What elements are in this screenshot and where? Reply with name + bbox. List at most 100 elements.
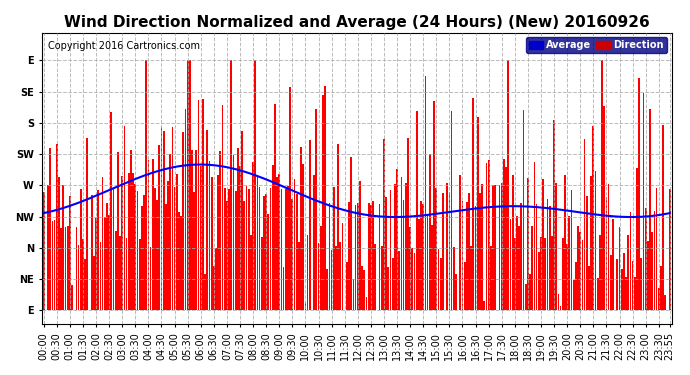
Bar bbox=[257, 176, 258, 310]
Bar bbox=[152, 159, 154, 310]
Bar bbox=[84, 259, 86, 310]
Bar bbox=[346, 262, 348, 310]
Bar bbox=[112, 189, 115, 310]
Bar bbox=[224, 188, 226, 310]
Bar bbox=[265, 194, 267, 310]
Bar bbox=[488, 160, 489, 310]
Bar bbox=[475, 206, 476, 310]
Bar bbox=[237, 148, 239, 310]
Bar bbox=[590, 176, 592, 310]
Bar bbox=[230, 60, 232, 310]
Bar bbox=[582, 240, 583, 310]
Bar bbox=[156, 200, 158, 310]
Bar bbox=[195, 150, 197, 310]
Bar bbox=[606, 197, 607, 310]
Bar bbox=[263, 196, 265, 310]
Bar bbox=[322, 95, 324, 310]
Bar bbox=[411, 248, 413, 310]
Bar bbox=[213, 266, 215, 310]
Bar bbox=[80, 189, 81, 310]
Bar bbox=[505, 166, 507, 310]
Bar bbox=[219, 151, 221, 310]
Bar bbox=[388, 267, 389, 310]
Bar bbox=[313, 175, 315, 310]
Bar bbox=[619, 227, 620, 310]
Bar bbox=[538, 252, 540, 310]
Bar bbox=[326, 269, 328, 310]
Bar bbox=[272, 165, 273, 310]
Bar bbox=[130, 150, 132, 310]
Bar bbox=[503, 159, 505, 310]
Bar bbox=[510, 219, 511, 310]
Bar bbox=[486, 164, 487, 310]
Bar bbox=[632, 261, 633, 310]
Bar bbox=[241, 130, 243, 310]
Bar bbox=[546, 199, 549, 310]
Bar bbox=[621, 269, 622, 310]
Bar bbox=[187, 60, 188, 310]
Bar bbox=[368, 203, 370, 310]
Bar bbox=[418, 219, 420, 310]
Bar bbox=[597, 278, 598, 310]
Text: Copyright 2016 Cartronics.com: Copyright 2016 Cartronics.com bbox=[48, 41, 200, 51]
Bar bbox=[215, 248, 217, 310]
Bar bbox=[259, 187, 261, 310]
Bar bbox=[636, 168, 638, 310]
Bar bbox=[359, 181, 361, 310]
Bar bbox=[522, 110, 524, 310]
Bar bbox=[86, 138, 88, 310]
Bar bbox=[586, 196, 588, 310]
Bar bbox=[372, 201, 374, 310]
Bar bbox=[339, 242, 341, 310]
Bar bbox=[573, 280, 575, 310]
Bar bbox=[281, 189, 282, 310]
Bar bbox=[110, 112, 112, 310]
Bar bbox=[69, 196, 71, 310]
Bar bbox=[268, 214, 269, 310]
Bar bbox=[233, 155, 235, 310]
Bar bbox=[564, 175, 566, 310]
Bar bbox=[527, 178, 529, 310]
Bar bbox=[210, 177, 213, 310]
Bar bbox=[623, 253, 624, 310]
Bar bbox=[492, 185, 494, 310]
Bar bbox=[172, 127, 173, 310]
Bar bbox=[455, 274, 457, 310]
Bar bbox=[355, 205, 357, 310]
Bar bbox=[446, 183, 448, 310]
Bar bbox=[616, 259, 618, 310]
Bar bbox=[649, 109, 651, 310]
Bar bbox=[448, 192, 451, 310]
Bar bbox=[625, 276, 627, 310]
Bar bbox=[274, 104, 276, 310]
Bar bbox=[95, 218, 97, 310]
Bar bbox=[255, 60, 256, 310]
Bar bbox=[518, 226, 520, 310]
Bar bbox=[146, 60, 147, 310]
Bar bbox=[366, 297, 367, 310]
Bar bbox=[82, 239, 83, 310]
Bar bbox=[261, 237, 263, 310]
Bar bbox=[331, 251, 333, 310]
Bar bbox=[176, 174, 177, 310]
Bar bbox=[479, 193, 481, 310]
Bar bbox=[71, 285, 73, 310]
Bar bbox=[50, 148, 51, 310]
Bar bbox=[396, 169, 398, 310]
Bar bbox=[294, 179, 295, 310]
Bar bbox=[226, 201, 228, 310]
Bar bbox=[191, 150, 193, 310]
Bar bbox=[638, 78, 640, 310]
Bar bbox=[558, 294, 560, 310]
Bar bbox=[206, 130, 208, 310]
Bar bbox=[43, 192, 45, 310]
Bar bbox=[115, 231, 117, 310]
Bar bbox=[185, 109, 186, 310]
Bar bbox=[169, 154, 171, 310]
Bar bbox=[656, 188, 658, 310]
Bar bbox=[612, 219, 614, 310]
Bar bbox=[56, 144, 58, 310]
Bar bbox=[63, 185, 64, 310]
Bar bbox=[584, 140, 586, 310]
Bar bbox=[75, 227, 77, 310]
